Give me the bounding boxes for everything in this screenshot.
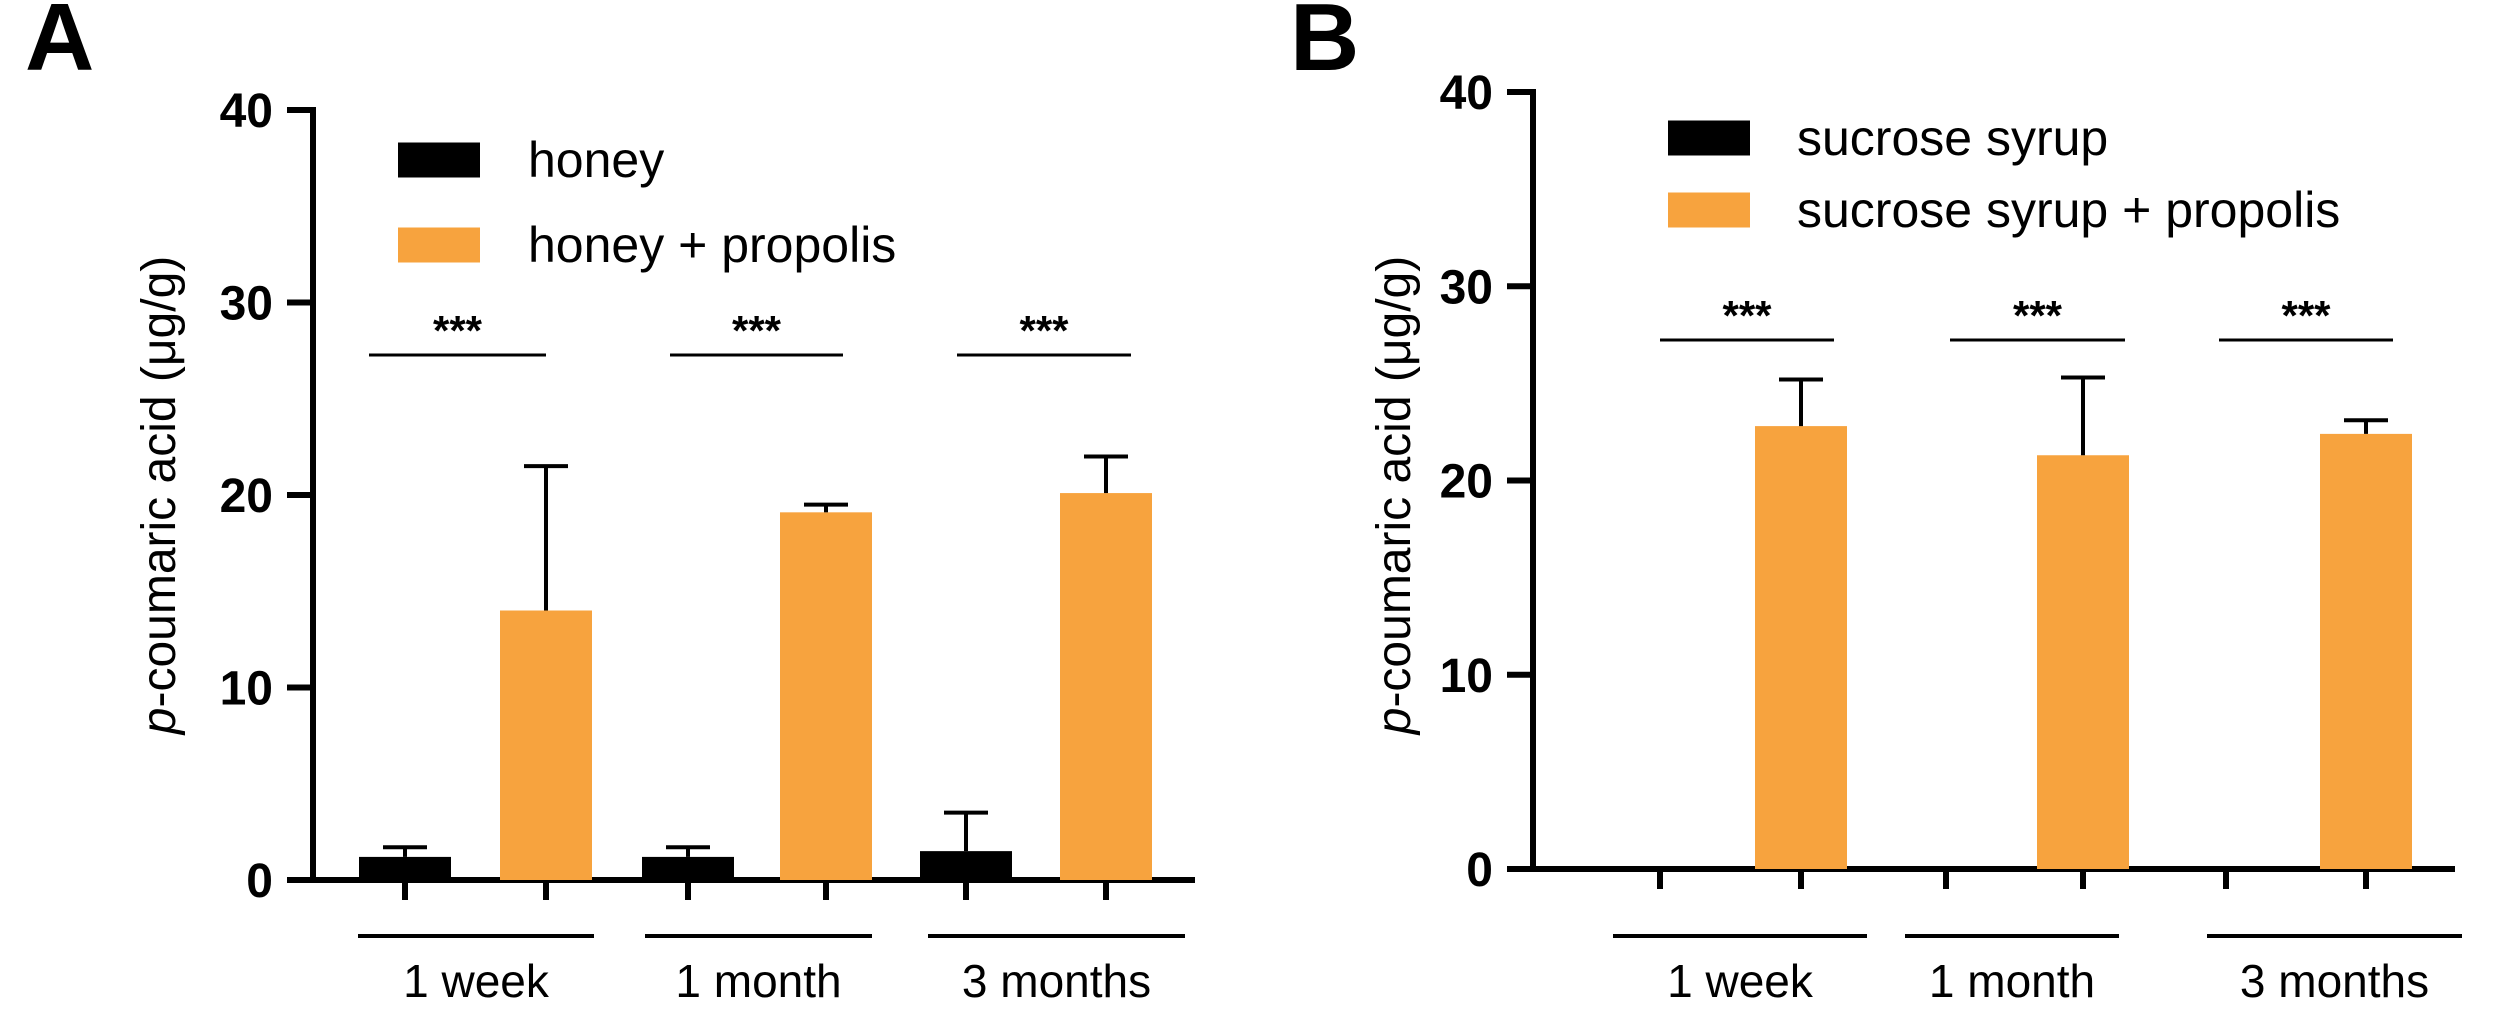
panel-a: Ap-coumaric acid (μg/g) 0 10 20 30 40 *** *** **… [25, 0, 1195, 1007]
bar [642, 856, 734, 880]
y-tick-label: 40 [1440, 67, 1493, 120]
y-axis-title-rest: -coumaric acid (μg/g) [1368, 256, 1421, 708]
legend-label: honey [528, 132, 664, 188]
x-category-label: 1 week [1667, 955, 1814, 1007]
bar [1755, 426, 1847, 869]
significance-stars: *** [1019, 307, 1069, 354]
panel-letter: A [25, 0, 94, 91]
y-axis-title-italic: p [1368, 708, 1421, 737]
y-tick-label: 40 [220, 85, 273, 138]
y-tick-label: 10 [220, 663, 273, 716]
x-category-label: 3 months [962, 955, 1151, 1007]
y-axis-title-italic: p [133, 708, 186, 737]
significance-stars: *** [433, 307, 483, 354]
significance-stars: *** [1722, 292, 1772, 339]
y-axis-title: p-coumaric acid (μg/g) [133, 256, 186, 736]
x-category-label: 1 month [675, 955, 841, 1007]
bar [500, 610, 592, 880]
y-tick-label: 0 [246, 855, 273, 908]
y-tick-label: 10 [1440, 650, 1493, 703]
legend-label: honey + propolis [528, 217, 896, 273]
legend-label: sucrose syrup + propolis [1797, 182, 2340, 238]
x-category-label: 1 week [403, 955, 550, 1007]
y-tick-label: 0 [1466, 844, 1493, 897]
bar [780, 512, 872, 880]
legend-swatch [1668, 120, 1750, 156]
bar [1060, 493, 1152, 880]
x-category-label: 3 months [2240, 955, 2429, 1007]
bar [2320, 433, 2412, 869]
significance-stars: *** [2013, 292, 2063, 339]
y-axis-title-rest: -coumaric acid (μg/g) [133, 256, 186, 708]
panel-b: Bp-coumaric acid (μg/g) 0 10 20 30 40 *** *** **… [1290, 0, 2462, 1007]
y-tick-label: 20 [220, 470, 273, 523]
legend-label: sucrose syrup [1797, 110, 2108, 166]
significance-stars: *** [732, 307, 782, 354]
legend-swatch [398, 227, 480, 263]
y-tick-label: 30 [220, 278, 273, 331]
x-category-label: 1 month [1929, 955, 2095, 1007]
legend-swatch [1668, 192, 1750, 228]
bar [2037, 455, 2129, 869]
legend-swatch [398, 142, 480, 178]
bar [920, 851, 1012, 880]
y-axis-title: p-coumaric acid (μg/g) [1368, 256, 1421, 736]
y-tick-label: 30 [1440, 261, 1493, 314]
panel-letter: B [1290, 0, 1359, 91]
bar [359, 856, 451, 880]
y-tick-label: 20 [1440, 456, 1493, 509]
significance-stars: *** [2281, 292, 2331, 339]
